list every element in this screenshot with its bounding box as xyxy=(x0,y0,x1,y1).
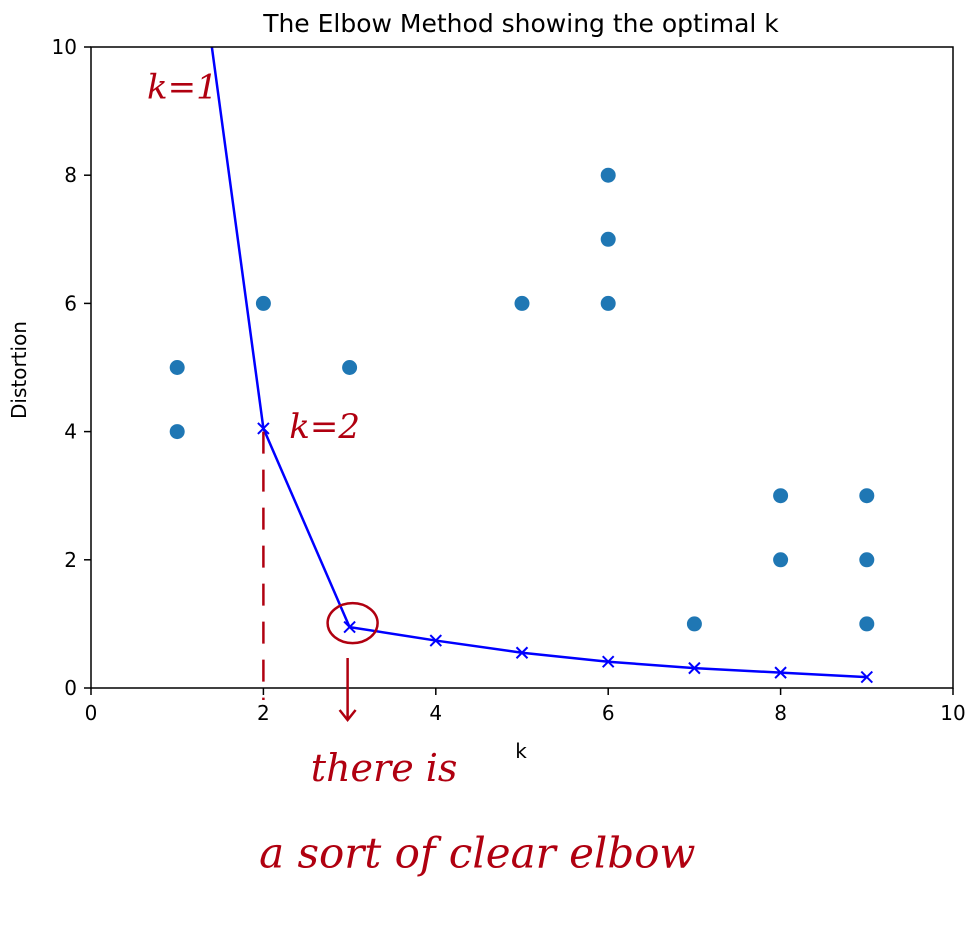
y-axis-label: Distortion xyxy=(7,321,31,419)
scatter-point xyxy=(169,360,185,375)
y-tick-label: 6 xyxy=(64,291,77,315)
scatter-point xyxy=(859,488,875,504)
x-marker xyxy=(429,634,443,647)
scatter-point xyxy=(600,231,616,247)
x-tick-label: 0 xyxy=(85,701,98,725)
y-tick-label: 2 xyxy=(64,548,77,572)
scatter-point xyxy=(169,424,185,440)
arrow-head xyxy=(338,709,357,723)
chart-title: The Elbow Method showing the optimal k xyxy=(262,9,779,38)
x-tick-label: 6 xyxy=(602,701,615,725)
annotation-text: a sort of clear elbow xyxy=(259,828,695,877)
x-marker xyxy=(257,422,270,435)
scatter-point xyxy=(342,360,358,375)
x-tick-label: 10 xyxy=(940,701,965,725)
x-axis-label: k xyxy=(515,739,527,763)
scatter-point xyxy=(255,295,271,311)
scatter-point xyxy=(600,295,616,311)
annotation-text: k=2 xyxy=(289,407,360,447)
data-layer xyxy=(169,47,875,684)
x-marker xyxy=(601,655,615,668)
x-tick-label: 4 xyxy=(429,701,442,725)
scatter-point xyxy=(773,552,789,568)
x-marker xyxy=(860,670,874,684)
scatter-point xyxy=(773,488,789,504)
scatter-point xyxy=(859,552,875,568)
y-tick-label: 0 xyxy=(64,676,77,700)
y-tick-label: 8 xyxy=(64,163,77,187)
plot-area xyxy=(84,46,954,695)
scatter-point xyxy=(686,616,702,632)
x-marker xyxy=(688,661,701,675)
scatter-point xyxy=(859,616,875,632)
annotation-text: there is xyxy=(311,746,458,790)
x-marker xyxy=(343,620,356,634)
elbow-circle xyxy=(326,601,379,645)
x-marker xyxy=(774,666,787,679)
annotation-text: k=1 xyxy=(147,67,218,107)
y-tick-label: 4 xyxy=(64,420,77,444)
x-tick-label: 2 xyxy=(257,701,270,725)
x-marker xyxy=(515,646,529,659)
y-tick-label: 10 xyxy=(52,35,77,59)
scatter-point xyxy=(514,295,530,311)
axes-frame xyxy=(90,46,954,689)
scatter-point xyxy=(600,167,616,183)
handwritten-annotations: k=1 k=2 there is a sort of clear elbow xyxy=(147,67,696,877)
x-tick-label: 8 xyxy=(774,701,787,725)
distortion-line xyxy=(210,47,867,679)
